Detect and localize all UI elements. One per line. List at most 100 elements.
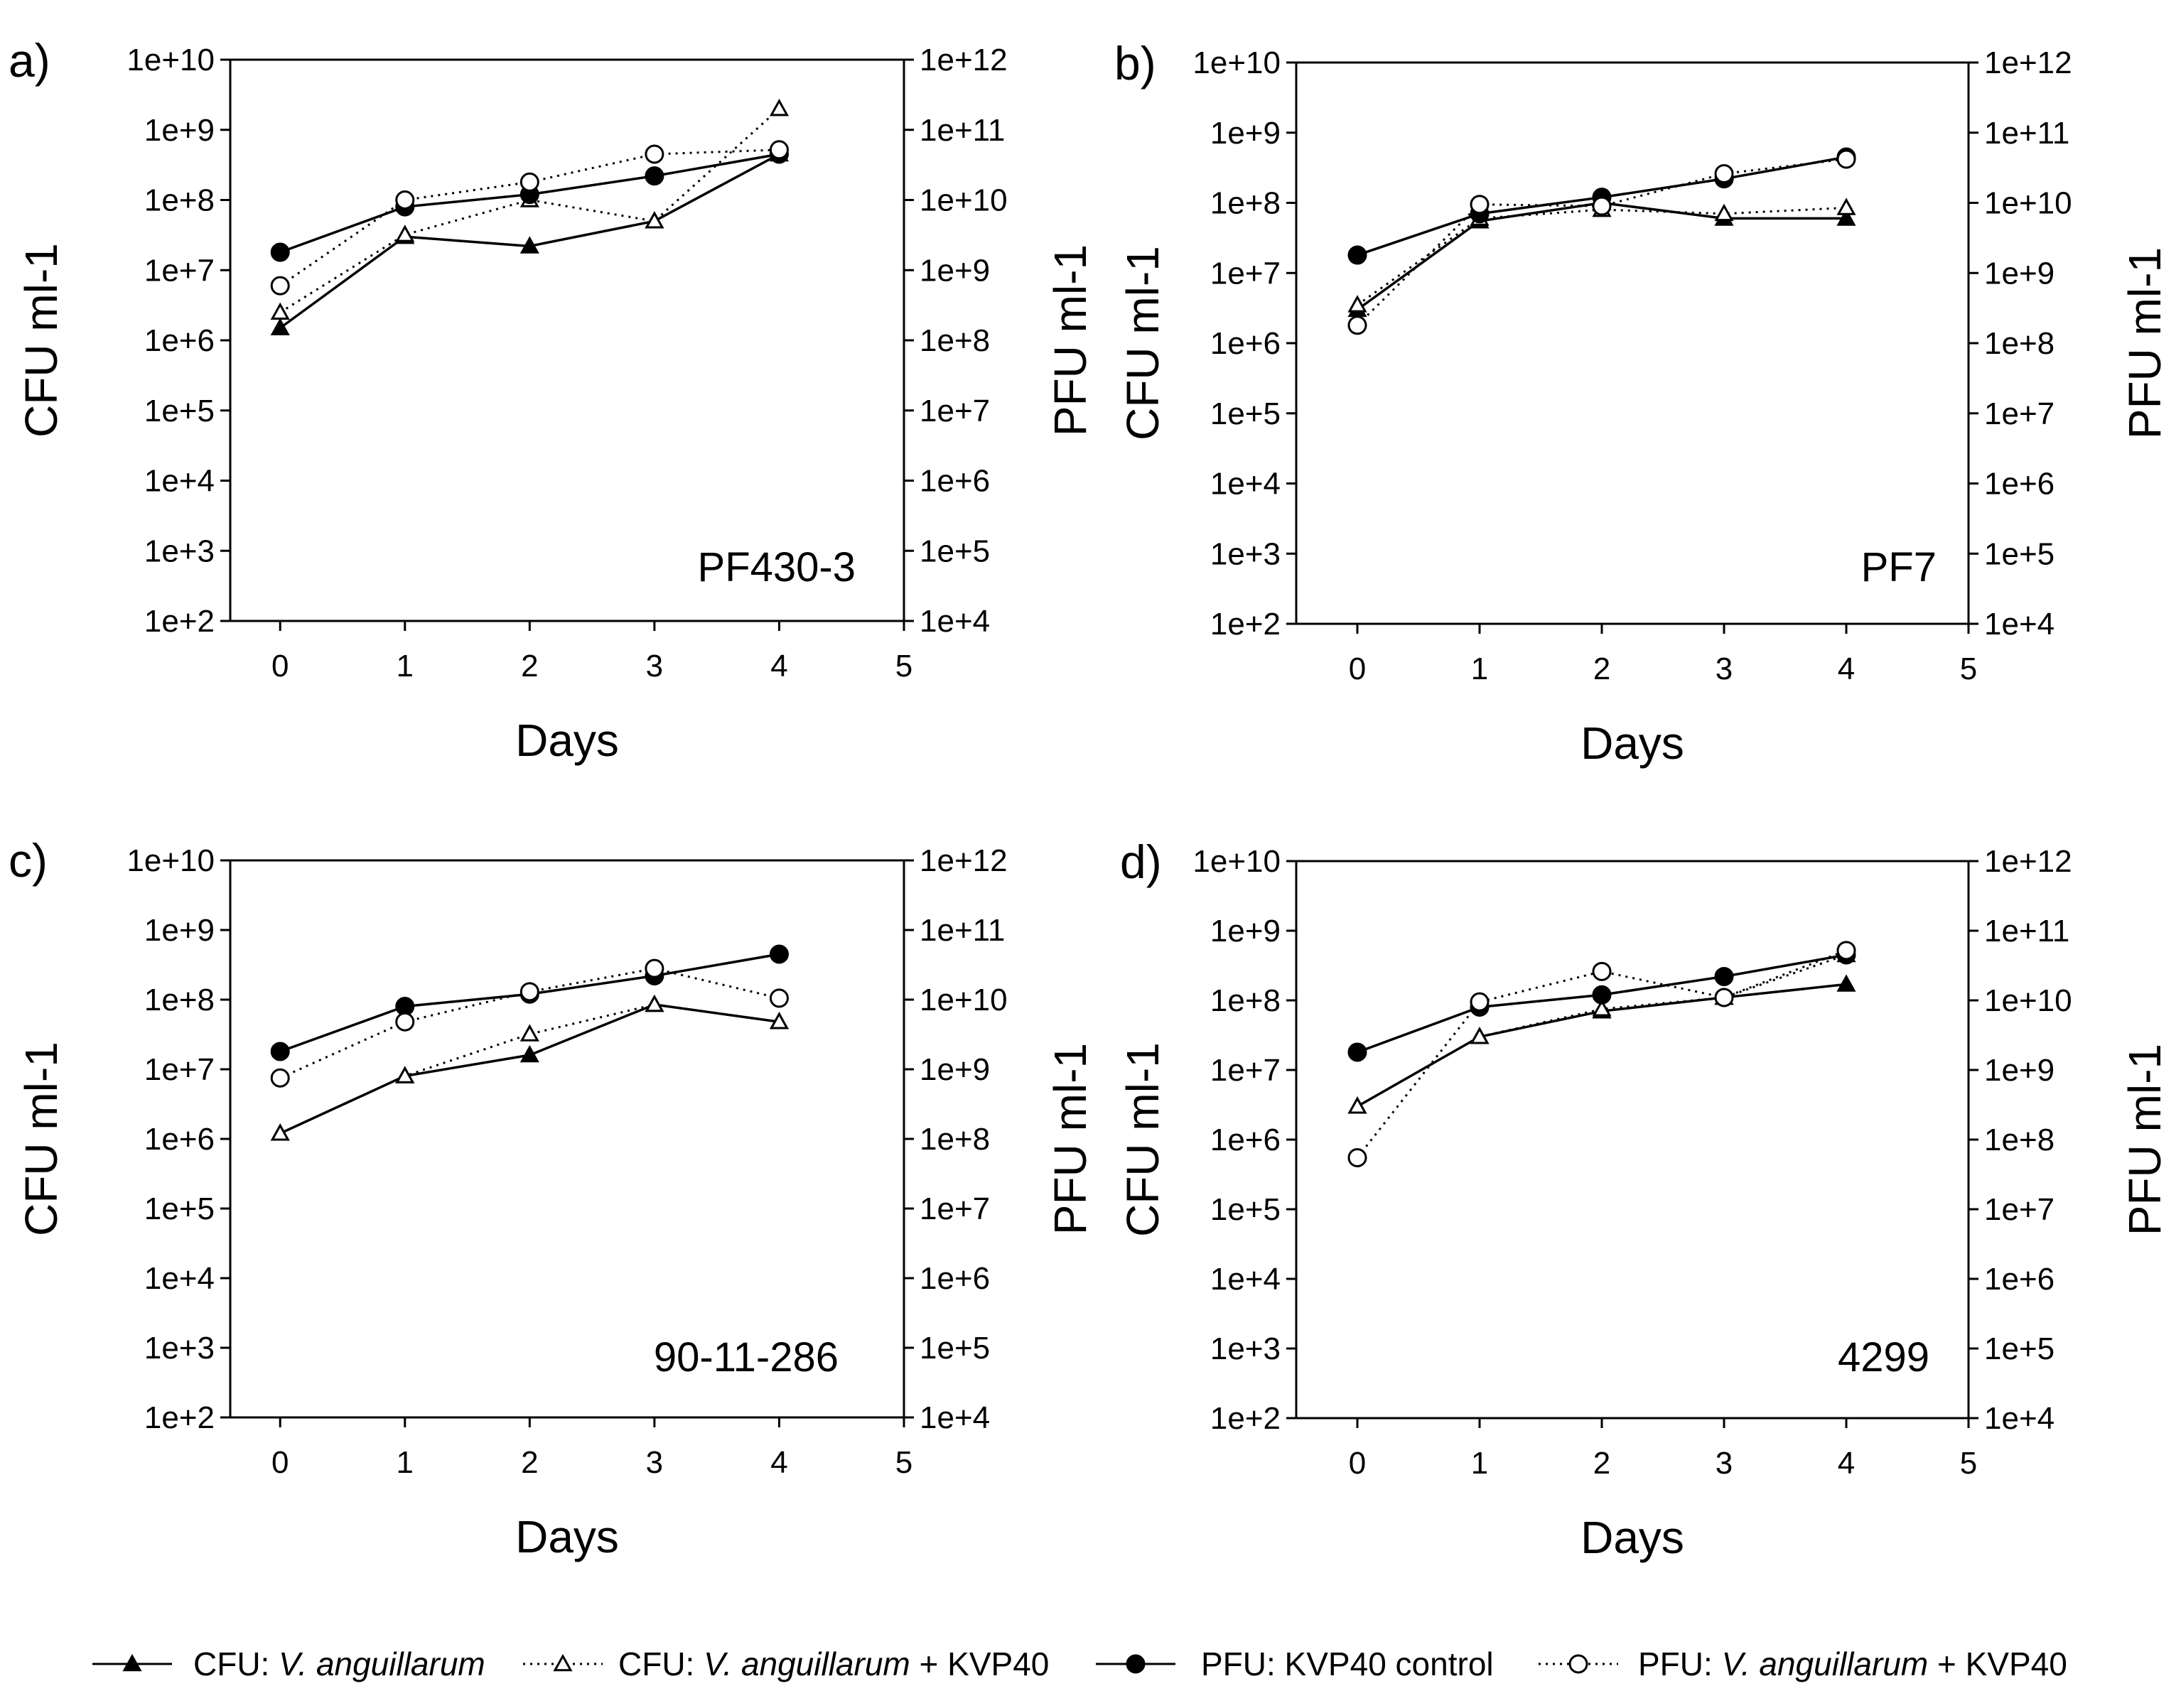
y-axis-title-right: PFU ml-1 [1045,1043,1096,1235]
y-axis-title-left: CFU ml-1 [16,243,67,438]
legend-item-2: CFU: V. anguillarum + KVP40 [523,1645,1049,1682]
y-right-tick-label: 1e+5 [920,1331,990,1366]
legend-swatch-marker [553,1653,573,1672]
y-right-tick-label: 1e+12 [920,43,1008,77]
data-point [1592,999,1612,1017]
x-tick-label: 3 [1716,1446,1733,1481]
y-right-tick-label: 1e+10 [920,983,1008,1017]
y-tick-label: 1e+5 [1210,396,1281,431]
data-point [769,988,789,1008]
y-tick-label: 1e+9 [1210,116,1281,151]
legend-swatch-marker [1126,1654,1146,1674]
x-tick-label: 3 [1716,652,1733,686]
legend-item-3: PFU: KVP40 control [1096,1645,1494,1682]
legend-label: PFU: V. anguillarum + KVP40 [1638,1645,2067,1682]
legend-label: CFU: V. anguillarum [193,1645,485,1682]
x-tick-label: 1 [397,1445,414,1480]
data-point [1714,966,1734,986]
x-axis-title: Days [515,715,619,766]
y-tick-label: 1e+2 [1210,1401,1281,1436]
legend-label: PFU: KVP40 control [1201,1645,1494,1682]
data-point [519,172,539,192]
y-right-tick-label: 1e+8 [920,1122,990,1157]
series-1 [270,994,789,1141]
data-point [1836,941,1856,961]
data-point [395,1066,415,1083]
data-point [1836,208,1856,226]
y-right-tick-label: 1e+11 [1984,116,2069,151]
y-tick-label: 1e+7 [144,253,215,288]
y-right-tick-label: 1e+7 [920,394,990,428]
y-tick-label: 1e+5 [144,394,215,428]
data-point [270,318,290,335]
x-tick-label: 4 [1838,1446,1855,1481]
strain-label: 90-11-286 [654,1334,839,1380]
series-line [1356,949,1847,1159]
y-axis-title-left: CFU ml-1 [1117,246,1168,440]
x-tick-label: 3 [646,1445,663,1480]
data-point [645,144,664,164]
y-right-tick-label: 1e+9 [1984,1053,2055,1088]
series-line [1357,953,1847,1108]
panel-letter: c) [9,834,48,887]
legend-label-prefix: PFU: KVP40 control [1201,1645,1494,1682]
y-right-tick-label: 1e+12 [1984,45,2072,80]
y-right-tick-label: 1e+4 [920,1400,990,1435]
data-point [1836,974,1856,992]
legend-label: CFU: V. anguillarum + KVP40 [618,1645,1049,1682]
y-tick-label: 1e+6 [144,323,215,358]
data-point [769,944,789,964]
data-point [1470,992,1490,1012]
x-tick-label: 5 [895,649,912,683]
panel-c: 1e+2 1e+3 1e+4 1e+5 1e+6 1e+7 1e+8 1e+9 1e+10 1e+… [9,834,1096,1562]
y-right-tick-label: 1e+5 [1984,1331,2055,1366]
y-right-tick-label: 1e+11 [920,113,1005,148]
series-3 [1347,945,1856,1062]
panel-letter: b) [1114,37,1156,90]
strain-label: PF7 [1861,544,1937,590]
y-tick-label: 1e+10 [126,843,215,878]
y-right-tick-label: 1e+5 [920,534,990,568]
data-point [1347,245,1367,265]
y-right-tick-label: 1e+6 [920,1261,990,1296]
y-tick-label: 1e+10 [1192,45,1281,80]
y-right-tick-label: 1e+7 [920,1191,990,1226]
y-right-tick-label: 1e+11 [920,913,1005,948]
y-tick-label: 1e+7 [1210,1053,1281,1088]
legend-label-prefix: CFU: [193,1645,279,1682]
y-right-tick-label: 1e+4 [920,604,990,639]
y-right-tick-label: 1e+7 [1984,1192,2055,1227]
legend-label-species: V. anguillarum [1722,1645,1929,1682]
data-point [645,166,664,186]
data-point [395,1012,415,1032]
y-right-tick-label: 1e+6 [1984,1262,2055,1297]
y-tick-label: 1e+6 [1210,1123,1281,1157]
x-tick-label: 5 [1960,652,1977,686]
legend-label-prefix: PFU: [1638,1645,1722,1682]
series-2 [270,98,789,320]
y-right-tick-label: 1e+6 [1984,467,2055,502]
series-4 [1347,941,1856,1167]
y-tick-label: 1e+7 [1210,256,1281,291]
y-tick-label: 1e+8 [1210,983,1281,1018]
data-point [1470,195,1490,215]
series-line [1356,201,1846,311]
x-tick-label: 1 [397,649,414,683]
series-line [1356,158,1847,326]
y-tick-label: 1e+8 [1210,186,1281,221]
x-tick-label: 2 [1593,1446,1610,1481]
data-point [270,1068,290,1088]
plot-frame [1295,61,1970,625]
x-tick-label: 5 [1960,1446,1977,1481]
y-tick-label: 1e+10 [1192,844,1281,879]
y-tick-label: 1e+3 [144,1331,215,1366]
legend-label-species: V. anguillarum [279,1645,485,1682]
y-axis-title-left: CFU ml-1 [16,1042,67,1236]
data-point [270,1123,290,1141]
x-tick-label: 5 [895,1445,912,1480]
data-point [1714,988,1734,1007]
data-point [270,1042,290,1061]
series-2 [1347,198,1856,313]
data-point [519,236,539,254]
x-axis-title: Days [1580,718,1684,769]
